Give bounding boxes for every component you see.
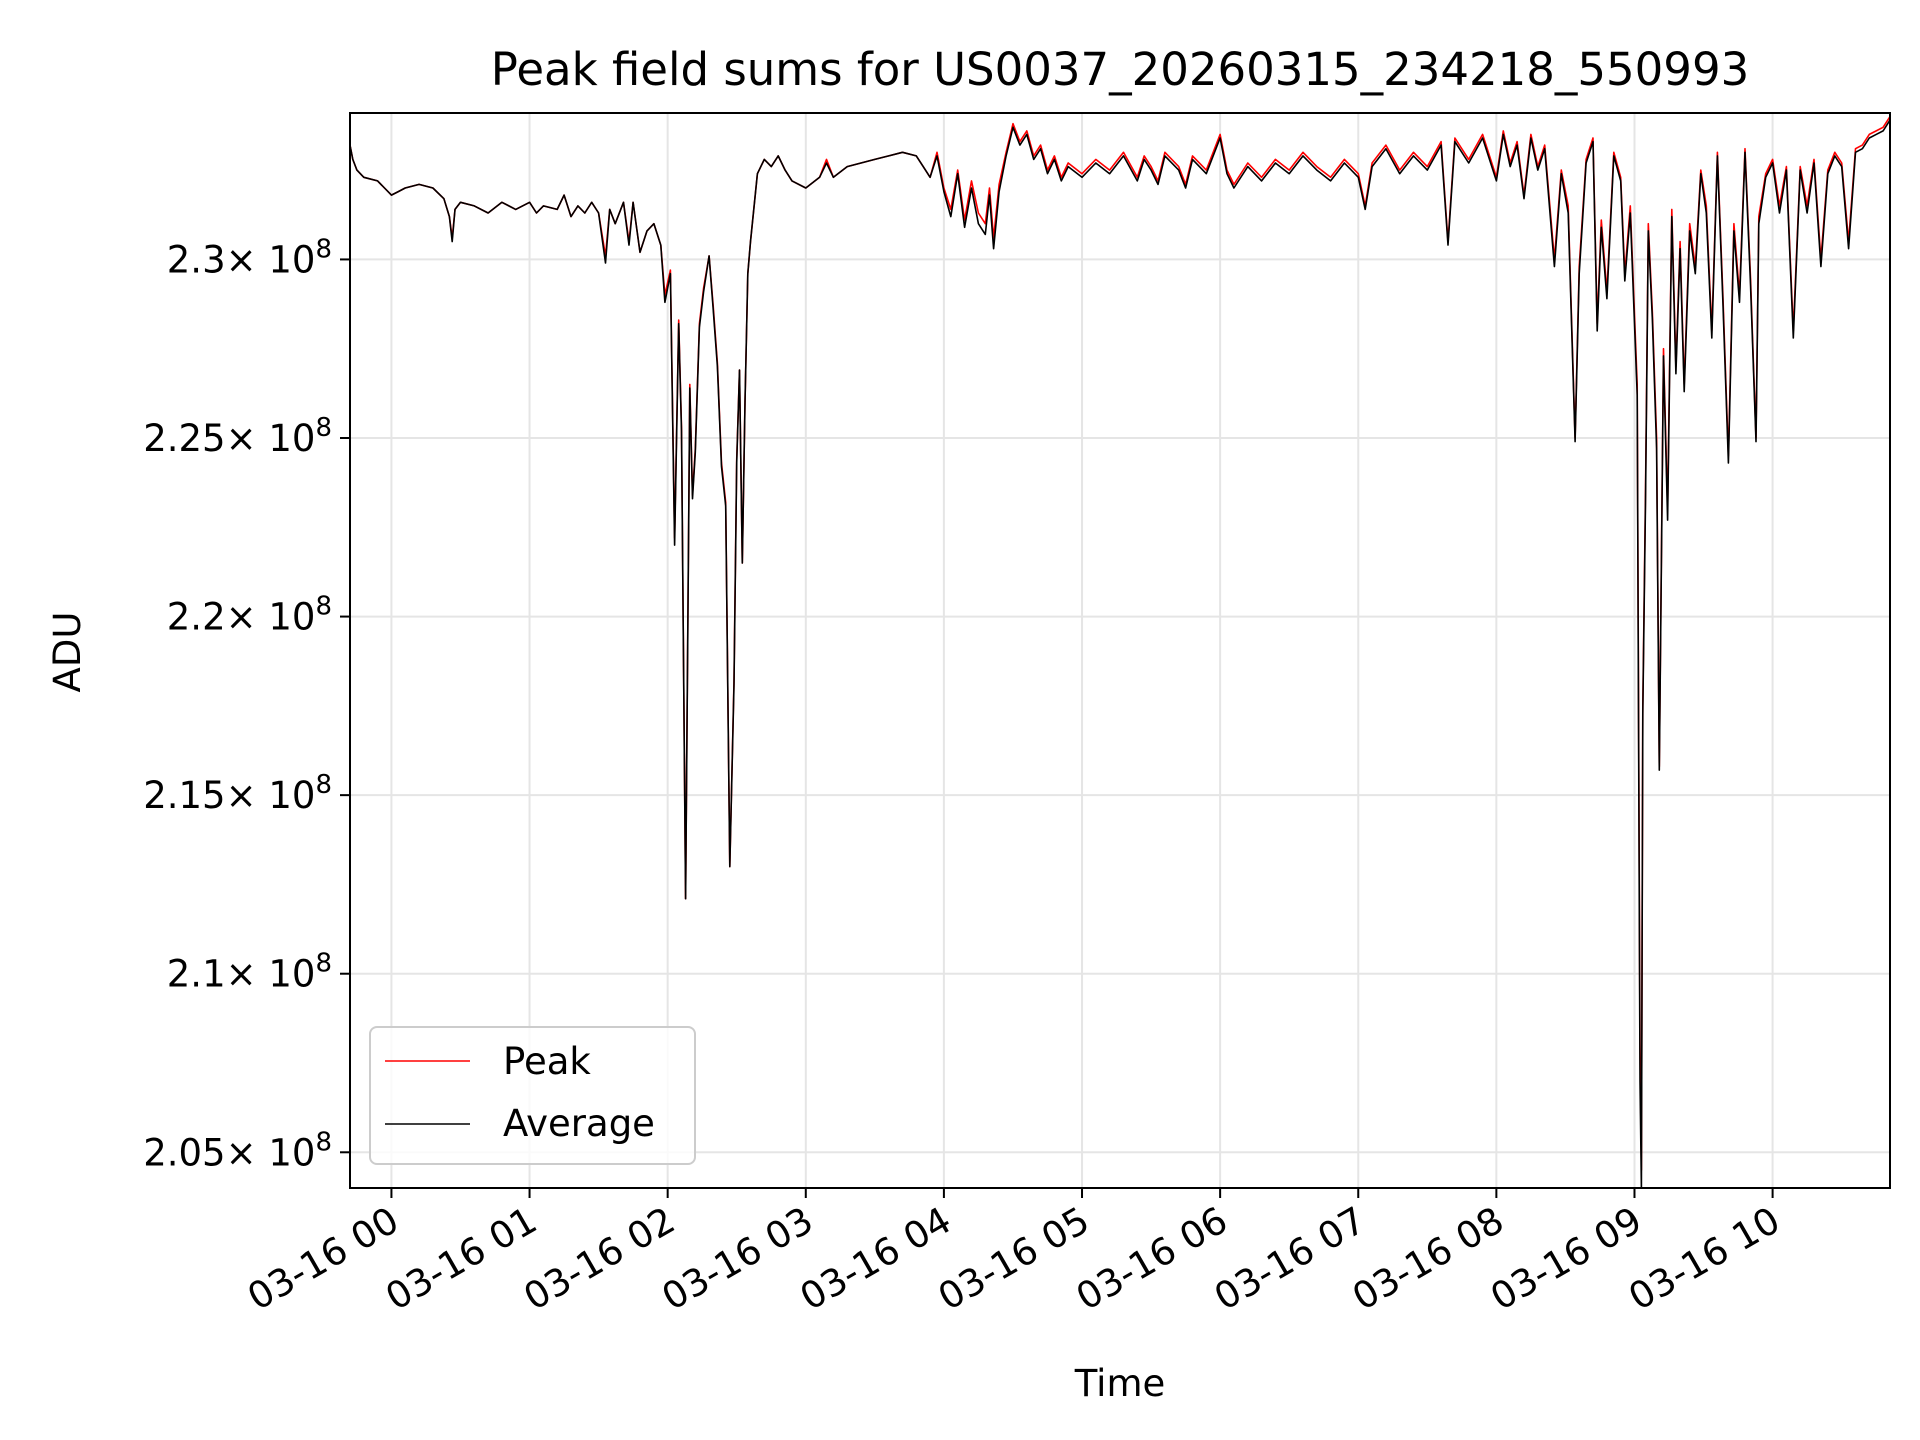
chart-title: Peak field sums for US0037_20260315_2342… <box>491 43 1749 96</box>
y-tick-label: 2.3× 108 <box>167 234 332 281</box>
axes-frame <box>349 112 1891 1189</box>
grid <box>350 113 1890 1188</box>
y-axis-ticks: 2.05× 108 2.1× 108 2.15× 108 2.2× 108 2.25× … <box>143 234 350 1174</box>
y-tick-label: 2.1× 108 <box>167 949 332 996</box>
y-axis-label: ADU <box>46 612 89 693</box>
x-axis-label: Time <box>1074 1362 1166 1405</box>
legend: Peak Average <box>369 1026 696 1165</box>
y-tick-label: 2.05× 108 <box>143 1127 332 1174</box>
y-tick-label: 2.2× 108 <box>167 592 332 639</box>
series-line-average <box>350 119 1890 1188</box>
y-tick-label: 2.25× 108 <box>143 413 332 460</box>
y-tick-label: 2.15× 108 <box>143 770 332 817</box>
series-lines <box>350 116 1890 1188</box>
legend-label-peak: Peak <box>503 1040 591 1083</box>
legend-label-average: Average <box>503 1102 655 1145</box>
